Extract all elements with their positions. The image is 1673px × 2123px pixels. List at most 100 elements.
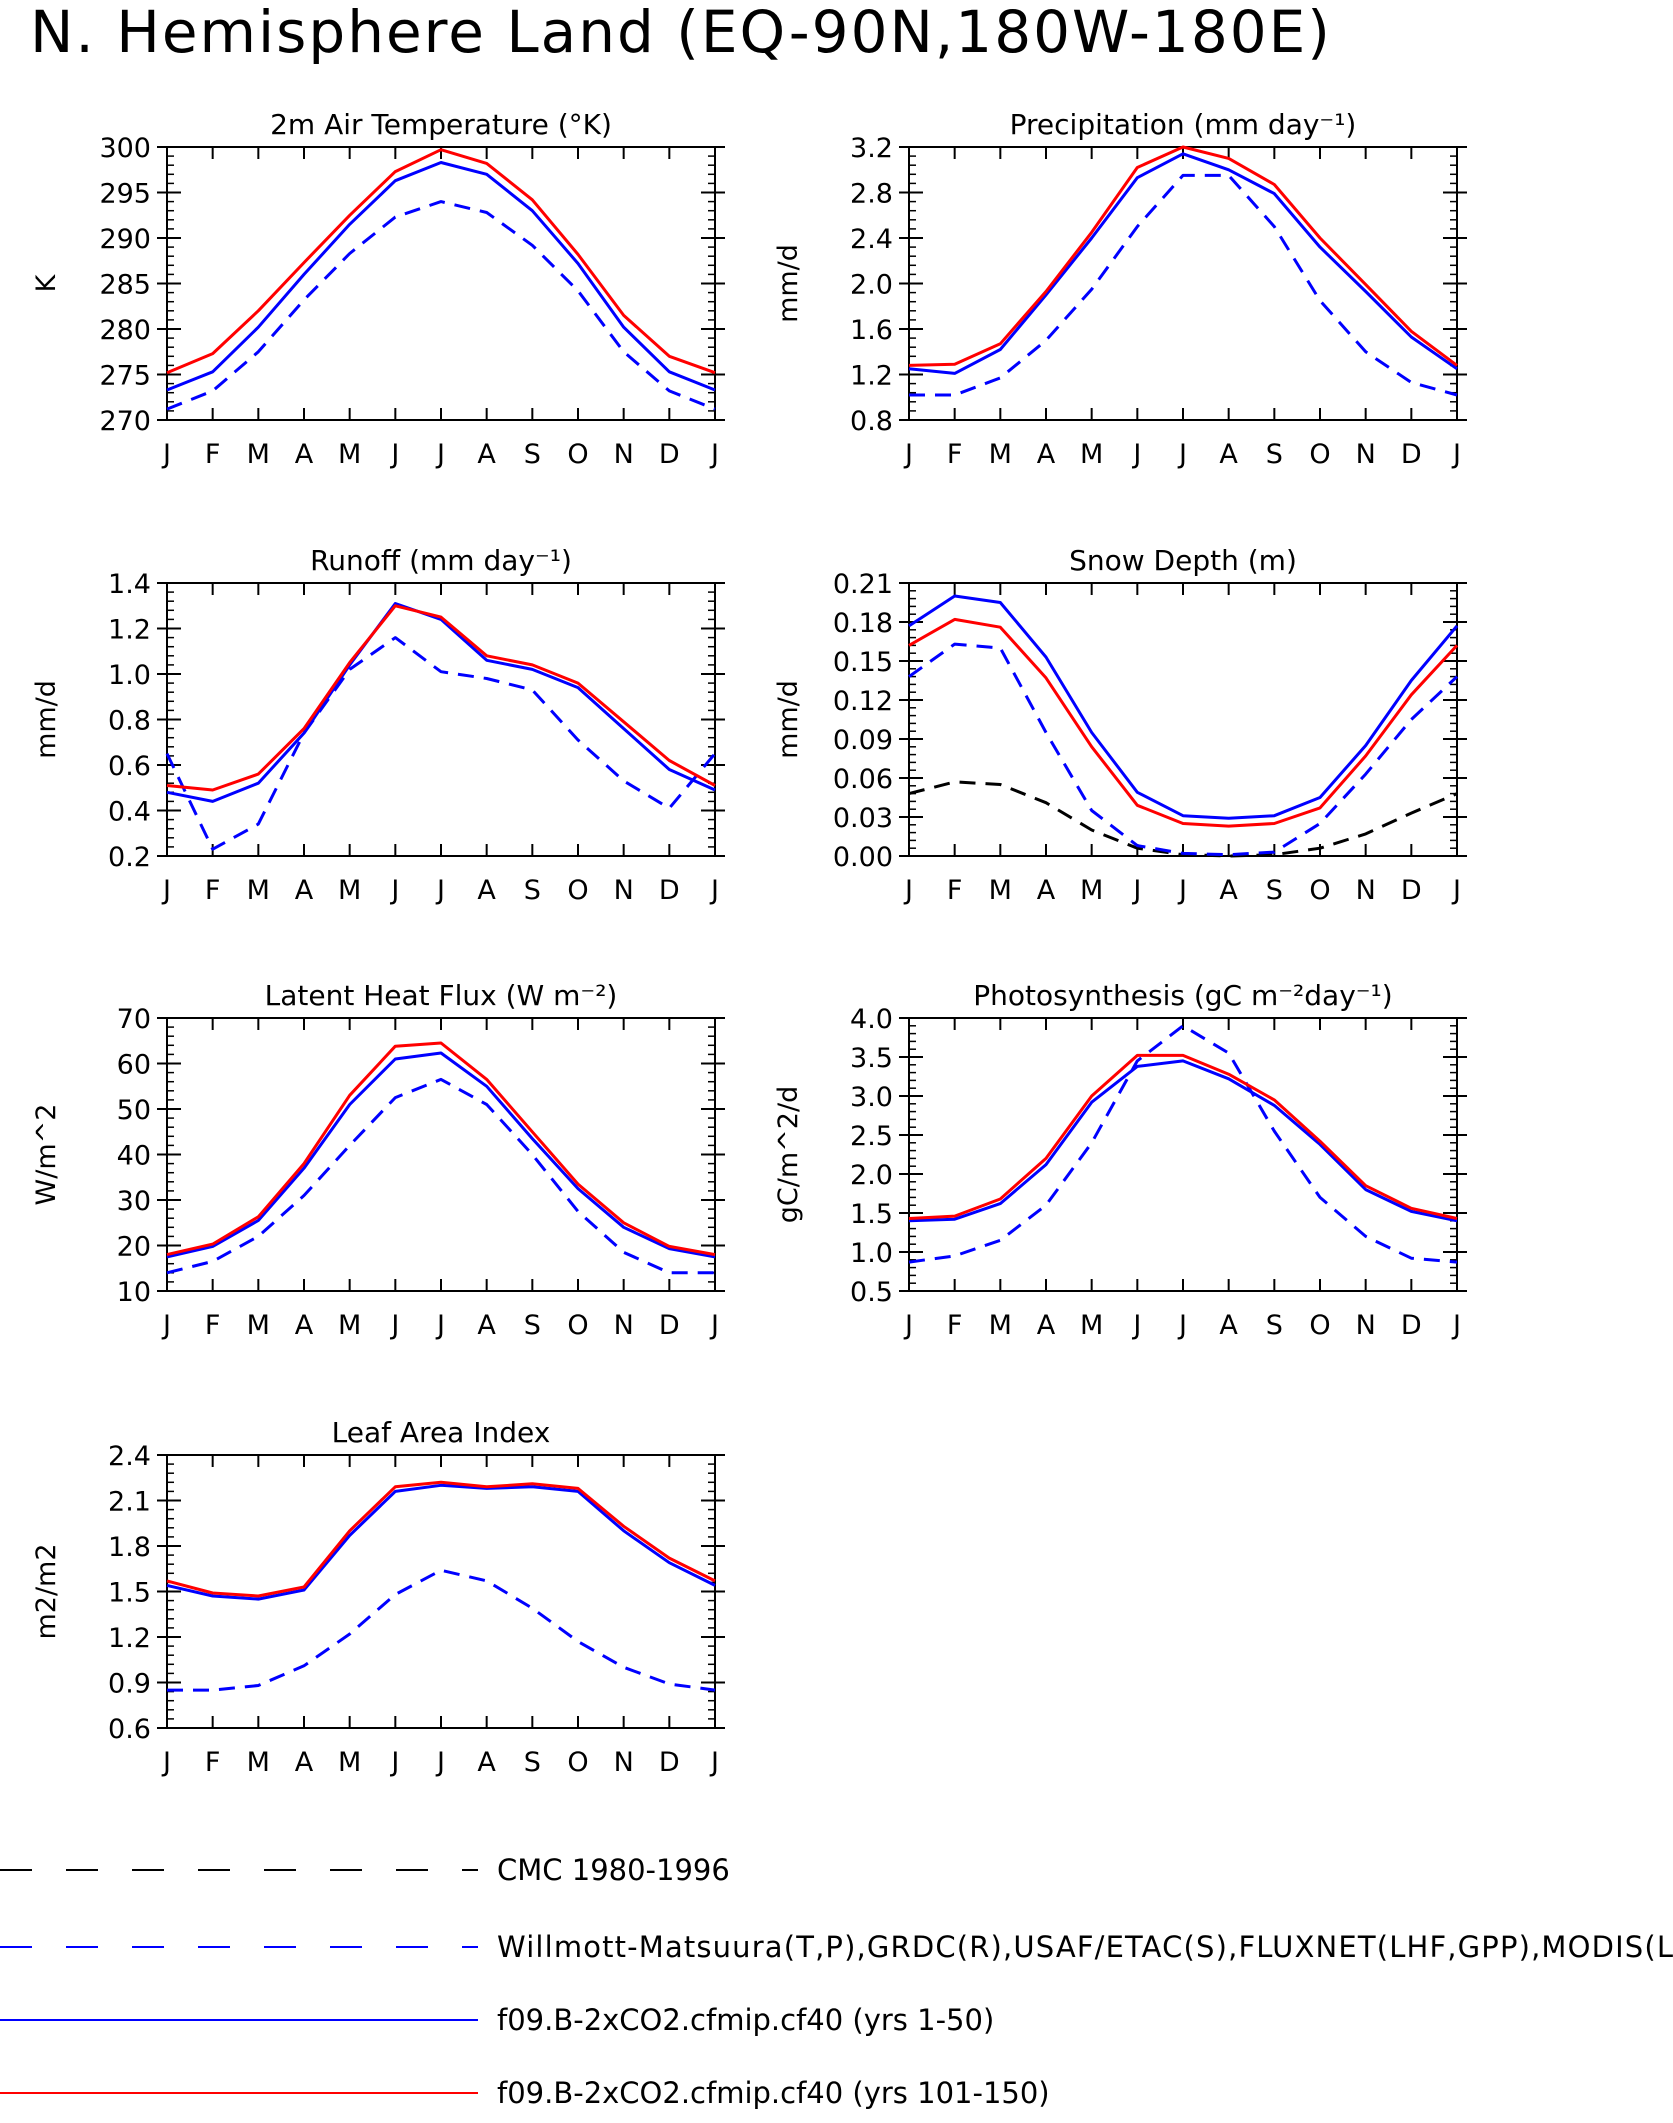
y-tick-label: 1.2	[108, 615, 151, 646]
x-tick-label: D	[659, 875, 680, 906]
chart-title: Latent Heat Flux (W m⁻²)	[265, 979, 618, 1012]
x-tick-label: M	[247, 1310, 270, 1341]
chart-title: Snow Depth (m)	[1069, 544, 1297, 577]
y-tick-label: 0.4	[108, 797, 151, 828]
x-tick-label: J	[161, 875, 171, 906]
y-tick-label: 0.00	[833, 842, 893, 873]
x-tick-label: J	[389, 875, 399, 906]
x-tick-label: S	[1266, 1310, 1283, 1341]
x-tick-label: A	[1037, 875, 1056, 906]
x-tick-label: J	[903, 439, 913, 470]
x-tick-label: M	[247, 875, 270, 906]
x-tick-label: A	[477, 1310, 496, 1341]
y-tick-label: 2.8	[850, 179, 893, 210]
x-tick-label: J	[1131, 1310, 1141, 1341]
y-axis-label: mm/d	[773, 244, 804, 323]
y-tick-label: 0.5	[850, 1277, 893, 1308]
y-tick-label: 2.0	[850, 1160, 893, 1191]
x-tick-label: N	[614, 439, 634, 470]
y-axis-label: K	[31, 273, 62, 292]
x-tick-label: M	[247, 1747, 270, 1778]
x-tick-label: J	[161, 1310, 171, 1341]
x-tick-label: F	[947, 439, 963, 470]
y-tick-label: 50	[117, 1095, 151, 1126]
x-tick-label: J	[389, 1310, 399, 1341]
legend-label: CMC 1980-1996	[497, 1853, 730, 1887]
x-tick-label: M	[338, 1310, 361, 1341]
y-tick-label: 280	[99, 315, 151, 346]
series-line	[166, 604, 716, 792]
y-tick-label: 70	[117, 1004, 151, 1035]
y-tick-label: 10	[117, 1277, 151, 1308]
x-tick-label: S	[524, 1310, 541, 1341]
x-tick-label: S	[1266, 439, 1283, 470]
x-tick-label: O	[567, 1310, 588, 1341]
y-tick-label: 3.0	[850, 1082, 893, 1113]
chart-panel: J F M A M J J A S O N D J0.000.030.060.090.120.150.1…	[773, 544, 1467, 906]
legend: CMC 1980-1996 Willmott-Matsuura(T,P),GRDC…	[0, 1853, 1673, 2110]
y-tick-label: 290	[99, 224, 151, 255]
series-line	[166, 602, 716, 803]
plot-frame	[908, 146, 1458, 421]
x-tick-label: M	[989, 439, 1012, 470]
series-line	[908, 145, 1458, 367]
chart-panel: J F M A M J J A S O N D J0.51.01.52.02.53.03.54.0Pho…	[773, 979, 1467, 1341]
x-tick-label: A	[477, 875, 496, 906]
x-tick-label: J	[1451, 1310, 1461, 1341]
series-line	[167, 1568, 716, 1692]
x-tick-label: J	[1451, 439, 1461, 470]
x-tick-label: J	[903, 1310, 913, 1341]
series-line	[166, 148, 716, 375]
x-tick-label: M	[989, 875, 1012, 906]
y-tick-label: 2.5	[850, 1121, 893, 1152]
y-axis-label: gC/m^2/d	[773, 1086, 804, 1223]
plot-frame	[166, 1017, 716, 1292]
y-tick-label: 0.6	[108, 1714, 151, 1745]
x-tick-label: J	[1177, 875, 1187, 906]
x-tick-label: N	[614, 1310, 634, 1341]
x-tick-label: J	[435, 1310, 445, 1341]
y-tick-label: 300	[99, 133, 151, 164]
plot-frame	[908, 1017, 1458, 1292]
x-tick-label: A	[295, 875, 314, 906]
x-tick-label: A	[1219, 439, 1238, 470]
x-tick-label: J	[1177, 439, 1187, 470]
x-tick-label: M	[989, 1310, 1012, 1341]
legend-label: Willmott-Matsuura(T,P),GRDC(R),USAF/ETAC…	[497, 1930, 1673, 1964]
y-tick-label: 0.8	[850, 406, 893, 437]
y-tick-label: 3.5	[850, 1043, 893, 1074]
x-tick-label: S	[1266, 875, 1283, 906]
legend-label: f09.B-2xCO2.cfmip.cf40 (yrs 101-150)	[497, 2076, 1050, 2110]
x-tick-label: M	[338, 875, 361, 906]
chart-title: Photosynthesis (gC m⁻²day⁻¹)	[973, 979, 1392, 1012]
y-tick-label: 1.2	[850, 361, 893, 392]
y-axis-label: mm/d	[773, 680, 804, 759]
x-tick-label: M	[338, 1747, 361, 1778]
x-tick-label: J	[161, 439, 171, 470]
x-tick-label: F	[205, 1747, 221, 1778]
series-line	[909, 173, 1458, 397]
x-tick-label: J	[389, 439, 399, 470]
x-tick-label: F	[205, 875, 221, 906]
plot-frame	[166, 146, 716, 421]
series-line	[166, 1483, 716, 1601]
x-tick-label: J	[709, 1310, 719, 1341]
y-tick-label: 1.4	[108, 569, 151, 600]
x-tick-label: J	[709, 1747, 719, 1778]
x-tick-label: M	[247, 439, 270, 470]
y-tick-label: 0.12	[833, 686, 893, 717]
y-tick-label: 1.0	[108, 660, 151, 691]
y-tick-label: 275	[99, 361, 151, 392]
x-tick-label: J	[435, 1747, 445, 1778]
x-tick-label: A	[477, 1747, 496, 1778]
x-tick-label: O	[1309, 1310, 1330, 1341]
x-tick-label: S	[524, 439, 541, 470]
x-tick-label: O	[1309, 439, 1330, 470]
series-line	[908, 617, 1459, 828]
y-tick-label: 0.09	[833, 725, 893, 756]
x-tick-label: A	[295, 439, 314, 470]
x-tick-label: O	[567, 875, 588, 906]
y-tick-label: 1.5	[850, 1199, 893, 1230]
